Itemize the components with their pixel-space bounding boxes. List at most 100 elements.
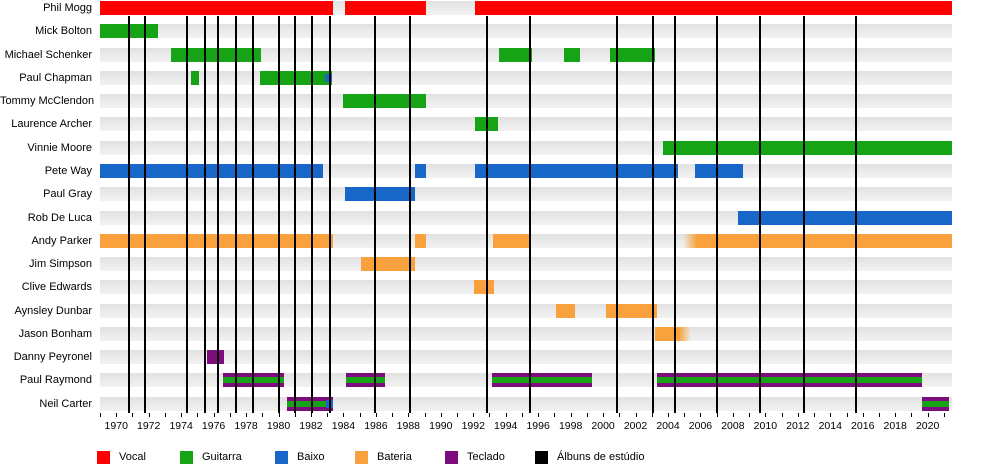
axis-tick-label: 1974 [169, 420, 193, 432]
member-label: Jim Simpson [29, 258, 92, 271]
axis-tick-label: 2012 [786, 420, 810, 432]
axis-tick-label: 2008 [721, 420, 745, 432]
axis-tick-label: 2010 [753, 420, 778, 432]
axis-tick-label: 1980 [266, 420, 291, 432]
timeline-bar-segment [259, 70, 333, 85]
axis-tick [781, 413, 783, 417]
timeline-bar-segment [361, 257, 415, 272]
album-line [615, 16, 618, 413]
axis-tick [440, 413, 442, 417]
album-line [252, 16, 255, 413]
timeline-bar-segment [100, 1, 333, 15]
timeline-bar-stripe [921, 400, 949, 407]
axis-tick [359, 413, 361, 417]
member-label: Paul Raymond [19, 374, 92, 387]
timeline-bar-segment [171, 47, 261, 62]
timeline-bar-segment [414, 233, 427, 248]
timeline-bar-segment [190, 70, 199, 85]
timeline-bar-stripe [921, 396, 949, 401]
timeline-bar-stripe [656, 383, 922, 388]
axis-tick [668, 413, 669, 417]
axis-tick [457, 413, 459, 417]
timeline-bar-stripe [345, 373, 385, 378]
member-row-band [100, 94, 952, 109]
member-row-band [100, 70, 952, 85]
legend-item: Vocal [97, 450, 146, 464]
member-row-band [100, 187, 952, 202]
axis-tick [570, 413, 572, 417]
member-label: Andy Parker [31, 234, 92, 247]
axis-tick [246, 413, 248, 417]
axis-tick-label: 1996 [526, 420, 550, 432]
timeline-bar-stripe [491, 377, 592, 384]
axis-tick-label: 2006 [688, 420, 713, 432]
legend-label: Teclado [467, 451, 505, 463]
axis-tick [895, 413, 897, 417]
member-label: Pete Way [44, 164, 92, 177]
timeline-bar-segment [100, 233, 333, 248]
legend: Vocal Guitarra Baixo Bateria Teclado Álbuns d… [0, 450, 1000, 466]
timeline-bar-segment [655, 326, 691, 341]
timeline-bar-segment [414, 163, 427, 178]
axis-tick [765, 413, 767, 417]
axis-tick [797, 413, 799, 417]
member-row-band [100, 117, 952, 132]
axis-tick-label: 1984 [331, 420, 356, 432]
axis-tick [538, 413, 540, 417]
axis-tick [749, 413, 751, 417]
axis-tick-label: 2004 [656, 420, 680, 432]
member-row-band [100, 326, 952, 341]
member-label: Paul Gray [43, 188, 92, 201]
timeline-bar-segment [491, 373, 592, 388]
axis-tick [521, 413, 523, 417]
axis-tick [278, 413, 280, 417]
timeline-bar-segment [556, 303, 576, 318]
timeline-bar-segment [694, 163, 743, 178]
axis-tick [505, 413, 507, 417]
axis-tick-label: 1970 [104, 420, 128, 432]
album-line [855, 16, 858, 413]
timeline-bar-stripe [345, 377, 385, 384]
timeline-bar-segment [345, 373, 385, 388]
legend-swatch-vocal [97, 450, 110, 464]
axis-tick [116, 413, 118, 417]
axis-tick-label: 1982 [299, 420, 323, 432]
legend-label: Bateria [377, 451, 412, 463]
timeline-bar-stripe [656, 377, 922, 384]
member-label: Jason Bonham [18, 327, 92, 340]
album-line [235, 16, 238, 413]
axis-tick [846, 413, 848, 417]
axis-tick [716, 413, 718, 417]
member-label: Neil Carter [39, 397, 92, 410]
member-row-band [100, 257, 952, 272]
member-label: Rob De Luca [27, 211, 92, 224]
axis-tick [343, 413, 345, 417]
member-label: Michael Schenker [4, 48, 92, 61]
axis-tick-label: 1994 [494, 420, 518, 432]
axis-tick [651, 413, 653, 417]
timeline-bar-segment [474, 163, 678, 178]
axis-tick [684, 413, 686, 417]
timeline-bar-segment [499, 47, 532, 62]
axis-tick [100, 413, 101, 417]
member-row-band [100, 280, 952, 295]
timeline-bar-stripe [287, 406, 333, 411]
member-label: Mick Bolton [35, 25, 92, 38]
album-line [529, 16, 532, 413]
legend-label: Guitarra [202, 451, 242, 463]
member-label: Paul Chapman [19, 71, 92, 84]
member-label: Tommy McClendon [0, 95, 95, 108]
axis-tick [732, 413, 734, 417]
album-line [758, 16, 761, 413]
axis-tick-label: 2002 [623, 420, 648, 432]
timeline-bar-stripe [921, 406, 949, 411]
x-axis: 1970 1972 1974 1976 1978 1980 1982 1984 1986 1988… [100, 413, 952, 438]
axis-tick [181, 413, 183, 417]
album-line [328, 16, 331, 413]
axis-tick [424, 413, 426, 417]
album-line [486, 16, 489, 413]
axis-tick [619, 413, 621, 417]
axis-tick [878, 413, 880, 417]
axis-tick-label: 2018 [883, 420, 907, 432]
legend-label: Baixo [297, 451, 325, 463]
